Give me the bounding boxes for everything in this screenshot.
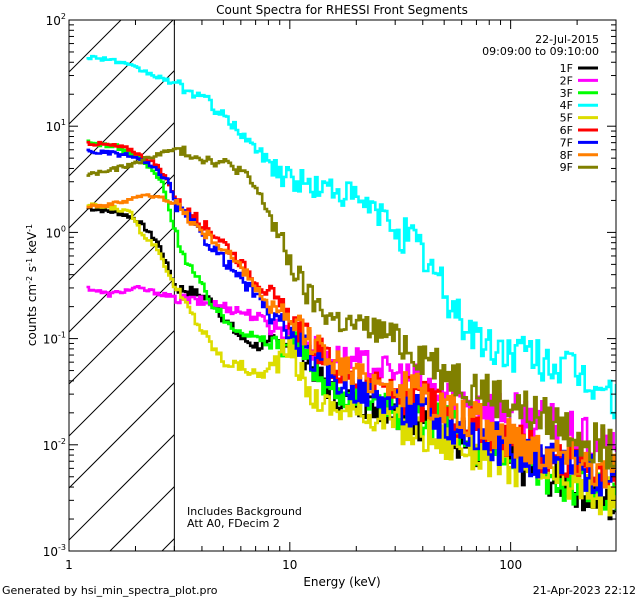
time-range-label: 09:09:00 to 09:10:00: [482, 45, 599, 58]
hatch-line: [68, 19, 174, 125]
y-label-exp3: -1: [25, 224, 34, 232]
legend-label-1F: 1F: [560, 62, 573, 75]
x-axis-label: Energy (keV): [303, 575, 380, 589]
x-tick-label: 1: [65, 558, 73, 572]
y-tick-label: 101: [46, 118, 66, 134]
series-4F-line: [86, 54, 616, 420]
series-layer: [86, 54, 616, 521]
y-tick-label: 10-3: [43, 543, 66, 559]
y-tick-label: 100: [46, 224, 66, 240]
legend-label-2F: 2F: [560, 74, 573, 87]
y-tick-label: 102: [46, 12, 66, 28]
hatch-line: [68, 19, 122, 73]
y-label-main: counts cm: [25, 284, 39, 346]
hatch-line: [68, 70, 175, 177]
y-tick-label: 10-2: [43, 437, 66, 453]
hatch-line: [68, 174, 175, 281]
annotation-attenuator: Att A0, FDecim 2: [187, 517, 280, 530]
x-tick-label: 100: [499, 558, 522, 572]
plot-frame: [68, 19, 617, 552]
y-label-s: s: [25, 266, 39, 276]
legend-label-8F: 8F: [560, 149, 573, 162]
y-tick-label: 10-1: [43, 331, 66, 347]
date-label: 22-Jul-2015: [535, 33, 599, 46]
y-axis-label: counts cm-2 s-1 keV-1: [25, 224, 40, 346]
hatch-line: [161, 538, 175, 552]
footer-generated-by: Generated by hsi_min_spectra_plot.pro: [2, 584, 218, 597]
x-tick-label: 10: [282, 558, 297, 572]
hatch-line: [109, 486, 175, 552]
footer-timestamp: 21-Apr-2023 22:12: [533, 584, 636, 597]
y-label-exp2: -1: [25, 258, 34, 266]
annotation-background: Includes Background: [187, 505, 302, 518]
series-9F-line: [86, 145, 616, 470]
legend-label-3F: 3F: [560, 87, 573, 100]
y-label-exp1: -2: [25, 276, 34, 284]
hatch-line: [68, 330, 175, 437]
y-label-kev: keV: [25, 231, 39, 258]
legend-label-4F: 4F: [560, 99, 573, 112]
threshold-hatch: [68, 19, 175, 552]
hatch-line: [68, 434, 175, 541]
chart-title: Count Spectra for RHESSI Front Segments: [216, 3, 468, 17]
hatch-line: [68, 122, 175, 229]
legend-label-6F: 6F: [560, 124, 573, 137]
legend-label-5F: 5F: [560, 112, 573, 125]
hatch-line: [68, 382, 175, 489]
axes: 1 10 100 10-3 10-2 10-1 100 101 102: [43, 12, 617, 572]
series-8F-line: [86, 193, 616, 489]
legend-label-9F: 9F: [560, 161, 573, 174]
legend-label-7F: 7F: [560, 136, 573, 149]
hatch-line: [68, 278, 175, 385]
